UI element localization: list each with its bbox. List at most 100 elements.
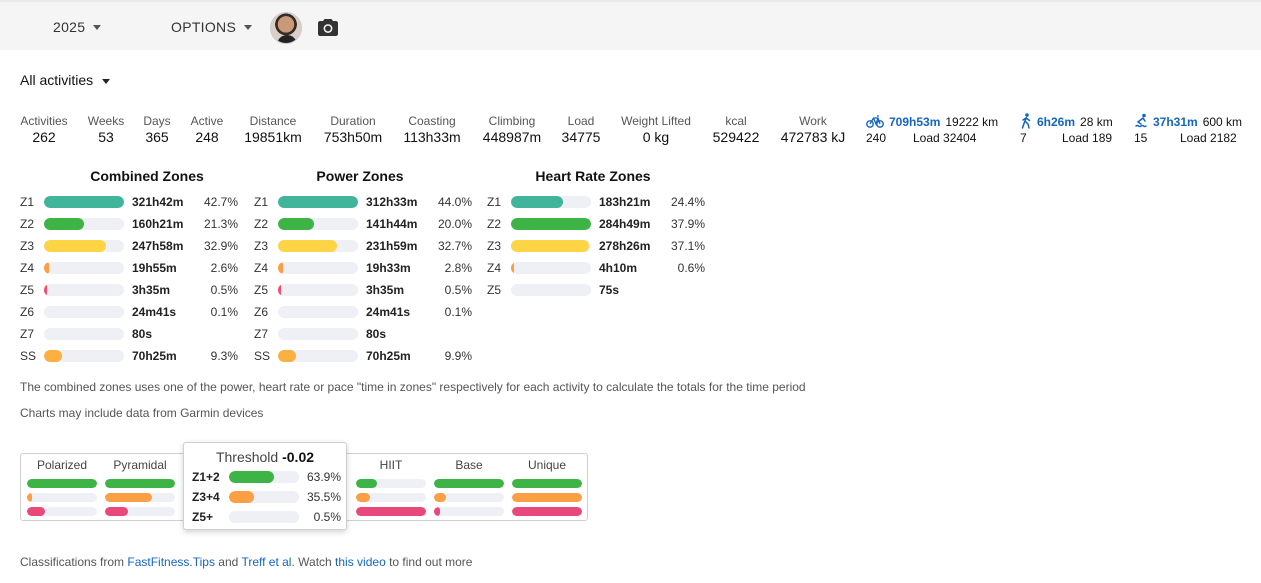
tooltip-bar-fill [229,491,254,503]
fastfitness-link[interactable]: FastFitness.Tips [127,555,215,569]
classification-unique[interactable]: Unique [508,458,586,516]
zone-bar [278,240,358,252]
classification-pyramidal[interactable]: Pyramidal [101,458,179,516]
stat-value: 113h33m [403,129,461,145]
zone-label: Z5 [20,283,35,297]
zone-bar [511,284,591,296]
zone-row-z4: Z4 19h33m 2.8% [254,260,472,276]
zone-bar-fill [511,196,563,208]
stat-label: Coasting [408,114,456,128]
stat-label: Weight Lifted [621,114,691,128]
zone-percent: 9.3% [210,349,238,363]
tooltip-score: -0.02 [282,449,315,465]
classification-hiit[interactable]: HIIT [352,458,430,516]
classification-polarized[interactable]: Polarized [23,458,101,516]
stat-value: 34775 [561,129,601,145]
zone-row-z5: Z5 3h35m 0.5% [254,282,472,298]
zone-bar [44,284,124,296]
activity-filter-label: All activities [20,72,94,88]
zone-label: Z1 [254,195,269,209]
classification-bar [512,507,582,516]
stat-value: 248 [195,129,219,145]
sport-summary-top: 6h26m 28 km [1020,112,1113,132]
stat-label: Climbing [488,114,536,128]
zone-row-z1: Z1 183h21m 24.4% [487,194,705,210]
zone-time: 278h26m [599,239,651,253]
zone-percent: 21.3% [203,217,238,231]
treff-link[interactable]: Treff et al [241,555,292,569]
zone-label: Z2 [487,217,502,231]
zone-bar [278,284,358,296]
zone-label: Z2 [254,217,269,231]
zone-percent: 0.6% [677,261,705,275]
combined-zones-note: The combined zones uses one of the power… [20,380,806,394]
classification-bar-fill [27,493,32,502]
stat-days: Days 365 [143,114,170,145]
zone-row-z7: Z7 80s [20,326,238,342]
zone-time: 24m41s [132,305,177,319]
zone-bar-fill [278,284,281,296]
classification-bar [27,507,97,516]
zone-time: 247h58m [132,239,184,253]
zone-percent: 0.5% [210,283,238,297]
footer-text: Classifications from [20,555,128,569]
zone-label: Z1 [487,195,502,209]
classification-name: Base [455,458,483,472]
sport-summary-bottom: 7 Load 189 [1020,131,1113,145]
zone-row-z3: Z3 231h59m 32.7% [254,238,472,254]
year-dropdown[interactable]: 2025 [53,2,102,52]
zone-bar [278,350,358,362]
zone-bar [511,262,591,274]
classification-base[interactable]: Base [430,458,508,516]
sport-summary-bottom: 240 Load 32404 [866,131,998,145]
zone-label: Z2 [20,217,35,231]
stat-value: 753h50m [323,129,383,145]
zone-percent: 37.1% [670,239,705,253]
zone-percent: 37.9% [670,217,705,231]
classification-bar-fill [512,507,582,516]
tooltip-row-percent: 35.5% [306,490,341,504]
zone-percent: 0.5% [444,283,472,297]
zone-row-ss: SS 70h25m 9.9% [254,348,472,364]
classification-bar-fill [105,493,152,502]
stat-weeks: Weeks 53 [88,114,124,145]
zone-percent: 9.9% [444,349,472,363]
tooltip-row-label: Z3+4 [192,490,220,504]
zone-bar-fill [511,240,590,252]
zone-bar [44,328,124,340]
stat-label: Activities [20,114,68,128]
stat-value: 529422 [712,129,760,145]
tooltip-row-percent: 63.9% [306,470,341,484]
zone-bar-fill [44,240,106,252]
bike-icon [866,114,884,131]
stat-label: Distance [249,114,297,128]
camera-icon[interactable] [318,18,338,41]
zone-time: 3h35m [132,283,171,297]
zone-bar-fill [278,262,283,274]
activity-filter-dropdown[interactable]: All activities [20,72,111,88]
zone-percent: 32.9% [203,239,238,253]
sport-summary: 37h31m 600 km 15 Load 2182 [1134,113,1242,145]
zone-row-z2: Z2 141h44m 20.0% [254,216,472,232]
video-link[interactable]: this video [335,555,386,569]
walk-icon [1020,112,1032,132]
zone-row-z2: Z2 160h21m 21.3% [20,216,238,232]
options-dropdown[interactable]: OPTIONS [171,2,253,52]
classification-bar-fill [27,507,45,516]
zone-bar [44,218,124,230]
sport-count: 15 [1134,131,1148,145]
chevron-down-icon [102,79,111,84]
zone-row-z1: Z1 312h33m 44.0% [254,194,472,210]
avatar[interactable] [270,12,302,44]
zone-percent: 0.1% [444,305,472,319]
footer-text: and [214,555,242,569]
tooltip-row: Z1+2 63.9% [192,469,341,485]
zone-row-z1: Z1 321h42m 42.7% [20,194,238,210]
zone-percent: 44.0% [437,195,472,209]
zone-bar-fill [278,218,314,230]
zone-row-z4: Z4 4h10m 0.6% [487,260,705,276]
zone-group-title: Heart Rate Zones [535,168,651,184]
zone-time: 19h33m [366,261,411,275]
footer-text: to find out more [385,555,473,569]
zone-time: 312h33m [366,195,418,209]
